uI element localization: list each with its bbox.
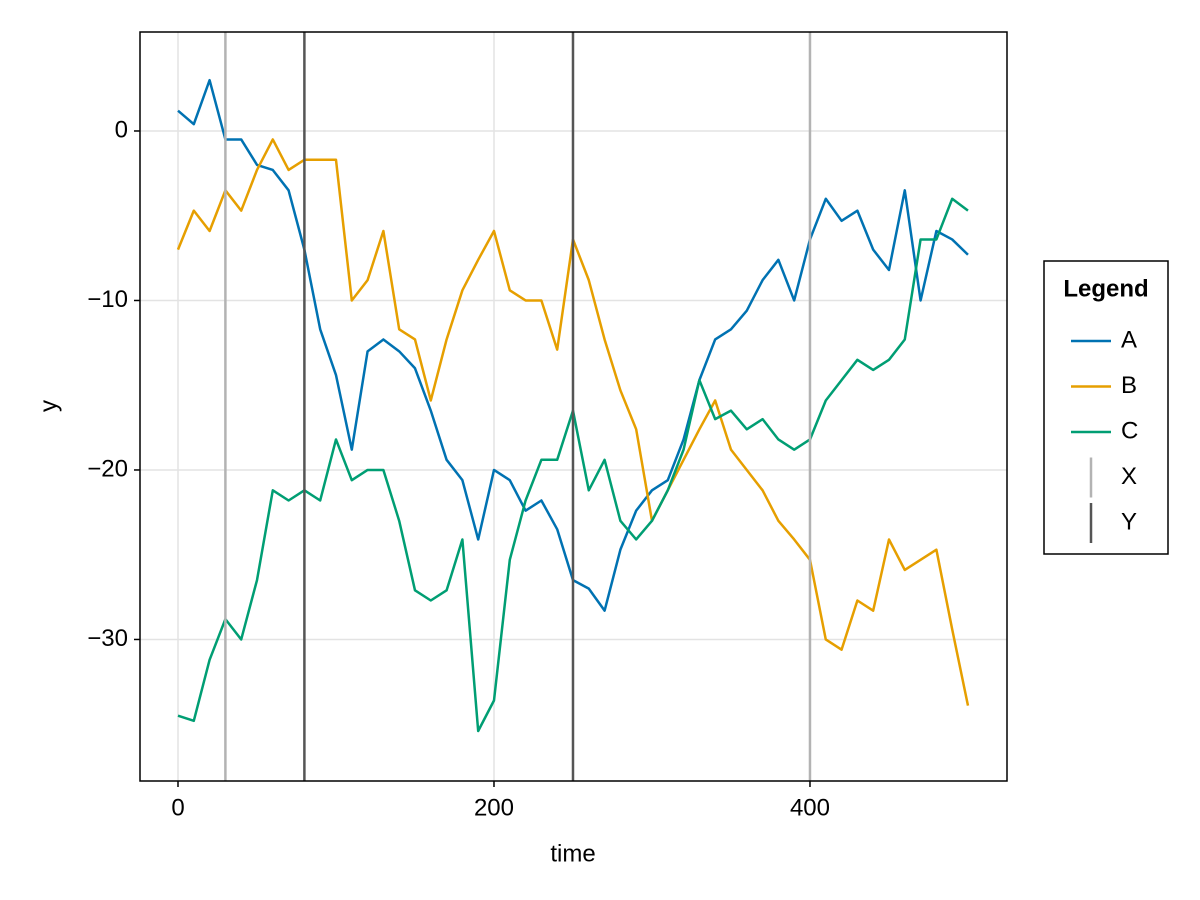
legend-title: Legend xyxy=(1063,275,1148,302)
x-tick-label: 400 xyxy=(790,794,830,821)
legend-label: C xyxy=(1121,417,1138,444)
y-tick-label: −10 xyxy=(87,286,128,313)
legend-box xyxy=(1043,260,1169,555)
y-axis-label: y xyxy=(35,400,62,412)
y-tick-label: −30 xyxy=(87,625,128,652)
x-tick-label: 0 xyxy=(171,794,184,821)
plot-frame xyxy=(139,31,1008,782)
x-axis-label: time xyxy=(550,840,595,867)
legend-label: X xyxy=(1121,463,1137,490)
legend-label: B xyxy=(1121,372,1137,399)
legend-label: A xyxy=(1121,326,1137,353)
legend-label: Y xyxy=(1121,508,1137,535)
y-tick-label: 0 xyxy=(115,116,128,143)
y-tick-label: −20 xyxy=(87,455,128,482)
x-tick-label: 200 xyxy=(474,794,514,821)
